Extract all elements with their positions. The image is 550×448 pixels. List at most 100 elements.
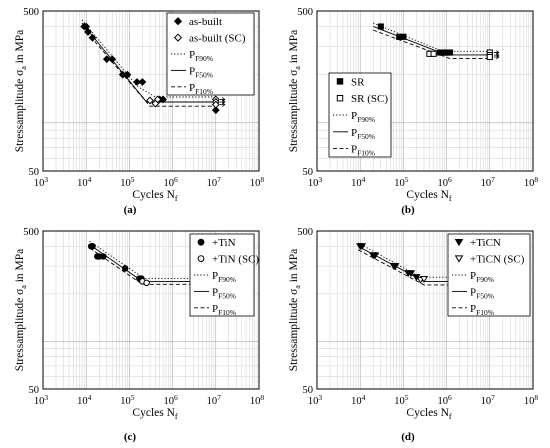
x-tick-exponent: 6 — [174, 393, 178, 402]
legend-label-sub: F50% — [357, 132, 375, 141]
legend-label-sub: F50% — [476, 291, 494, 300]
x-tick-label: 104 — [351, 393, 366, 407]
x-axis-title: Cycles Nf — [132, 189, 177, 203]
legend-label: PF90% — [189, 49, 213, 63]
x-tick-exponent: 7 — [217, 175, 221, 184]
x-tick-label: 105 — [120, 175, 134, 189]
y-tick-label: 50 — [303, 167, 314, 178]
data-point-circle-open — [143, 279, 150, 287]
x-tick-base: 10 — [351, 396, 362, 407]
x-tick-label: 105 — [394, 393, 409, 407]
x-tick-label: 104 — [77, 393, 92, 407]
x-axis-title-sub: f — [175, 194, 178, 203]
legend-label-main: P — [351, 127, 357, 139]
x-tick-label: 104 — [77, 175, 92, 189]
x-tick-exponent: 5 — [131, 393, 135, 402]
x-tick-exponent: 5 — [405, 393, 409, 402]
x-axis-title-sub: f — [175, 412, 178, 421]
x-tick-exponent: 3 — [44, 393, 48, 402]
data-point-diamond-filled — [133, 78, 141, 86]
legend-marker-triangle-down — [454, 238, 464, 247]
x-tick-base: 10 — [77, 178, 88, 189]
y-axis-title-sub: a — [19, 285, 28, 289]
x-tick-label: 106 — [437, 175, 452, 189]
y-axis-title: Stressamplitude σa in MPa — [288, 30, 302, 153]
x-tick-exponent: 8 — [260, 175, 264, 184]
y-tick-label: 500 — [23, 227, 39, 238]
legend-label: SR (SC) — [351, 93, 388, 105]
legend-label: PF10% — [351, 144, 375, 158]
y-axis-title-rest: in MPa — [14, 249, 26, 285]
legend-label: PF50% — [470, 286, 494, 300]
x-tick-base: 10 — [524, 178, 535, 189]
x-tick-label: 105 — [120, 393, 134, 407]
y-axis-title-main: Stressamplitude σ — [288, 288, 300, 371]
y-axis-title-main: Stressamplitude σ — [14, 288, 26, 371]
y-axis-title-rest: in MPa — [288, 30, 300, 66]
x-tick-base: 10 — [250, 178, 261, 189]
x-tick-exponent: 4 — [362, 175, 366, 184]
data-point-diamond-filled — [211, 106, 220, 115]
x-tick-exponent: 7 — [217, 393, 221, 402]
plot-frame — [42, 10, 260, 172]
data-point-diamond-filled — [108, 55, 117, 64]
y-tick-label: 500 — [297, 7, 313, 18]
legend-label-sub: F90% — [476, 275, 494, 284]
x-tick-exponent: 8 — [260, 393, 264, 402]
x-tick-exponent: 8 — [534, 175, 538, 184]
x-tick-label: 108 — [524, 393, 539, 407]
plot-frame — [42, 230, 260, 390]
legend-label: +TiN (SC) — [212, 254, 259, 266]
x-axis-title-sub: f — [449, 194, 452, 203]
runout-arrow — [219, 97, 226, 102]
x-tick-label: 107 — [207, 175, 222, 189]
y-axis-title-sub: a — [293, 285, 302, 289]
y-axis-title-main: Stressamplitude σ — [14, 69, 26, 152]
data-point-diamond-filled — [102, 55, 111, 64]
legend-marker-square — [336, 78, 344, 85]
y-axis-title: Stressamplitude σa in MPa — [288, 249, 302, 372]
legend-label: PF50% — [351, 127, 375, 141]
legend-label-main: P — [189, 82, 195, 94]
panel-label: (c) — [124, 431, 137, 443]
x-tick-label: 107 — [481, 393, 496, 407]
plot-frame — [316, 230, 534, 390]
x-tick-exponent: 4 — [88, 175, 92, 184]
legend-label-main: P — [470, 270, 476, 282]
runout-arrow — [219, 99, 226, 105]
legend-label-sub: F90% — [357, 115, 375, 124]
data-point-diamond-filled — [138, 78, 147, 86]
x-tick-base: 10 — [394, 178, 405, 189]
data-point-circle-filled — [89, 243, 96, 250]
grid — [43, 11, 259, 171]
x-tick-exponent: 6 — [174, 175, 178, 184]
x-axis-title: Cycles Nf — [132, 407, 177, 421]
fit-line-dotted — [81, 19, 216, 98]
grid — [43, 231, 259, 389]
x-tick-base: 10 — [207, 178, 218, 189]
legend-label: +TiCN — [470, 237, 501, 249]
x-tick-exponent: 5 — [131, 175, 135, 184]
y-tick-label: 50 — [29, 385, 40, 396]
x-tick-base: 10 — [351, 178, 362, 189]
x-tick-label: 106 — [163, 393, 178, 407]
data-point-square-open — [430, 50, 437, 57]
y-axis-title: Stressamplitude σa in MPa — [14, 30, 28, 153]
x-axis-title: Cycles Nf — [406, 407, 451, 421]
x-tick-label: 105 — [394, 175, 409, 189]
data-point-square-open — [486, 53, 493, 61]
x-tick-base: 10 — [77, 396, 88, 407]
x-tick-base: 10 — [437, 396, 448, 407]
runout-arrow — [219, 102, 226, 107]
legend-label: PF90% — [212, 270, 236, 284]
x-tick-base: 10 — [437, 178, 448, 189]
runout-arrow — [493, 50, 500, 55]
legend-label-main: P — [212, 303, 218, 315]
x-tick-label: 107 — [207, 393, 222, 407]
data-point-diamond-filled — [159, 95, 167, 104]
legend-label-sub: F10% — [218, 308, 236, 317]
y-tick-label: 50 — [29, 167, 40, 178]
